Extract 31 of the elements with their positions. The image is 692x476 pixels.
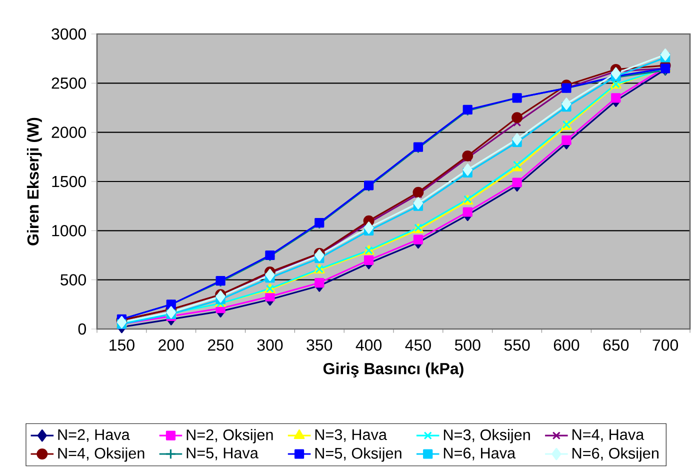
x-tick-label: 250: [208, 339, 234, 351]
legend-label: N=2, Oksijen: [186, 429, 273, 444]
x-axis-title: Giriş Basıncı (kPa): [323, 362, 464, 378]
legend-label: N=2, Hava: [58, 429, 130, 442]
x-tick-label: 150: [110, 339, 134, 351]
x-tick-label: 200: [158, 339, 184, 351]
x-tick-label: 600: [554, 339, 580, 351]
legend-label: N=6, Hava: [444, 448, 516, 460]
y-axis-title: Giren Ekserji (W): [26, 118, 42, 246]
x-tick-label: 350: [306, 339, 332, 351]
legend-label: N=4, Hava: [572, 429, 644, 442]
y-tick-label: 0: [78, 323, 86, 335]
x-tick-label: 700: [652, 339, 678, 351]
legend-label: N=6, Oksijen: [572, 447, 658, 462]
y-tick-label: 3000: [52, 28, 86, 40]
y-tick-label: 500: [60, 274, 86, 286]
x-tick-label: 500: [454, 339, 480, 351]
x-tick-label: 450: [405, 339, 431, 351]
y-tick-label: 1000: [52, 225, 86, 236]
x-tick-label: 300: [257, 339, 283, 351]
legend-label: N=4, Oksijen: [58, 447, 144, 462]
x-tick-label: 550: [504, 339, 530, 351]
x-tick-label: 400: [356, 339, 382, 351]
y-tick-label: 1500: [52, 176, 86, 188]
y-tick-label: 2500: [52, 78, 86, 89]
legend-label: N=5, Hava: [186, 448, 258, 460]
legend-label: N=5, Oksijen: [315, 447, 402, 462]
x-tick-label: 650: [603, 339, 629, 351]
y-tick-label: 2000: [52, 126, 86, 138]
legend-label: N=3, Hava: [315, 429, 387, 442]
legend-label: N=3, Oksijen: [444, 429, 530, 444]
